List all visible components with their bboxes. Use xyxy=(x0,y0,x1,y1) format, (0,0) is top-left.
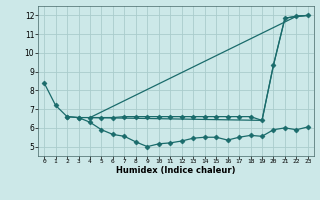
X-axis label: Humidex (Indice chaleur): Humidex (Indice chaleur) xyxy=(116,166,236,175)
